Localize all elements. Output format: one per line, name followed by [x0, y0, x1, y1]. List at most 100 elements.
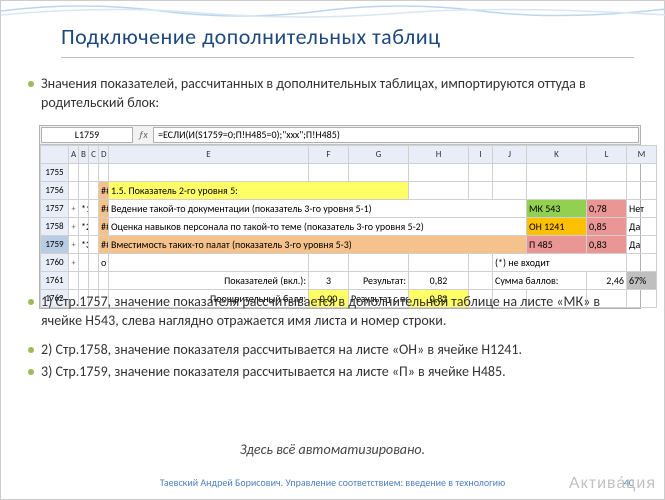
- cell: [409, 182, 469, 200]
- cell: ##: [99, 218, 109, 236]
- row-header[interactable]: 1758: [41, 218, 69, 236]
- cell: [587, 182, 627, 200]
- cell: Ведение такой-то документации (показател…: [109, 200, 527, 218]
- outline-toggle: [69, 164, 79, 182]
- col-header[interactable]: I: [469, 146, 493, 164]
- cell: [469, 182, 493, 200]
- cell: 0,78: [587, 200, 627, 218]
- col-header[interactable]: [41, 146, 69, 164]
- outline-toggle[interactable]: +: [69, 200, 79, 218]
- cell: П 485: [527, 236, 587, 254]
- cell: [89, 200, 99, 218]
- cell: [89, 254, 99, 272]
- cell: 2,46: [587, 272, 627, 290]
- cell: 3: [309, 272, 349, 290]
- cell: [349, 164, 409, 182]
- outline-toggle: [69, 182, 79, 200]
- slide-title: Подключение дополнительных таблиц: [61, 23, 441, 50]
- cell: Показателей (вкл.):: [109, 272, 309, 290]
- cell: МК 543: [527, 200, 587, 218]
- cell: [469, 254, 493, 272]
- italic-note: Здесь всё автоматизировано.: [1, 441, 664, 458]
- col-header[interactable]: C: [89, 146, 99, 164]
- cell: [89, 164, 99, 182]
- outline-toggle: [69, 272, 79, 290]
- cell: Сумма баллов:: [493, 272, 587, 290]
- cell: Да: [627, 236, 657, 254]
- col-header[interactable]: F: [309, 146, 349, 164]
- row-header[interactable]: 1755: [41, 164, 69, 182]
- cell: Результат:: [349, 272, 409, 290]
- row-header[interactable]: 1761: [41, 272, 69, 290]
- cell: Да: [627, 218, 657, 236]
- cell: ##: [99, 236, 109, 254]
- cell: [89, 182, 99, 200]
- cell: [349, 254, 409, 272]
- cell: [493, 164, 527, 182]
- cell: [469, 164, 493, 182]
- col-header[interactable]: B: [79, 146, 89, 164]
- col-header[interactable]: A: [69, 146, 79, 164]
- row-header[interactable]: 1757: [41, 200, 69, 218]
- row-header[interactable]: 1760: [41, 254, 69, 272]
- cell: o o: [99, 254, 109, 272]
- formula-input[interactable]: =ЕСЛИ(И(S1759=0;П!H485=0);"xxx";П!H485): [153, 127, 639, 143]
- outline-toggle[interactable]: +: [69, 236, 79, 254]
- col-header[interactable]: H: [409, 146, 469, 164]
- outline-toggle[interactable]: +: [69, 254, 79, 272]
- fx-icon[interactable]: ƒx: [134, 126, 152, 144]
- bullet-dot-icon: [28, 81, 34, 87]
- col-header[interactable]: D: [99, 146, 109, 164]
- cell: [309, 254, 349, 272]
- activation-watermark: Актива́ция: [569, 475, 656, 493]
- bullet-2-text: 2) Стр.1758, значение показателя рассчит…: [41, 341, 522, 358]
- cell: 67%: [627, 272, 657, 290]
- slide: Подключение дополнительных таблиц Значен…: [0, 0, 665, 500]
- col-header[interactable]: G: [349, 146, 409, 164]
- cell: [99, 272, 109, 290]
- cell: ОН 1241: [527, 218, 587, 236]
- outline-toggle[interactable]: +: [69, 218, 79, 236]
- cell: [627, 164, 657, 182]
- cell: Оценка навыков персонала по такой-то тем…: [109, 218, 527, 236]
- bullet-2: 2) Стр.1758, значение показателя рассчит…: [41, 341, 634, 360]
- cell: [79, 272, 89, 290]
- name-box[interactable]: L1759: [41, 127, 133, 143]
- cell: (*) не входит: [493, 254, 627, 272]
- cell: [89, 272, 99, 290]
- bullet-intro-text: Значения показателей, рассчитанных в доп…: [41, 75, 586, 111]
- col-header[interactable]: M: [627, 146, 657, 164]
- cell: 0,82: [409, 272, 469, 290]
- bullet-dot-icon: [28, 369, 34, 375]
- row-header[interactable]: 1759: [41, 236, 69, 254]
- cell: [79, 164, 89, 182]
- cell: 0,85: [587, 218, 627, 236]
- cell: Вместимость таких-то палат (показатель 3…: [109, 236, 527, 254]
- bullet-dot-icon: [28, 347, 34, 353]
- title-underline: [61, 57, 634, 58]
- cell: [493, 182, 527, 200]
- cell: [527, 182, 587, 200]
- cell: [109, 254, 309, 272]
- cell: *3: [79, 236, 89, 254]
- cell: [89, 218, 99, 236]
- cell: [79, 182, 89, 200]
- cell: ##: [99, 200, 109, 218]
- cell: [409, 164, 469, 182]
- spreadsheet: L1759 ƒx =ЕСЛИ(И(S1759=0;П!H485=0);"xxx"…: [39, 125, 641, 309]
- cell: ##: [99, 182, 109, 200]
- col-header[interactable]: E: [109, 146, 309, 164]
- col-header[interactable]: L: [587, 146, 627, 164]
- col-header[interactable]: J: [493, 146, 527, 164]
- grid: ABCDEFGHIJKLM17551756##1.5. Показатель 2…: [40, 145, 657, 308]
- row-header[interactable]: 1756: [41, 182, 69, 200]
- bullet-intro: Значения показателей, рассчитанных в доп…: [41, 75, 634, 113]
- col-header[interactable]: K: [527, 146, 587, 164]
- cell: [309, 164, 349, 182]
- cell: [79, 254, 89, 272]
- bullet-3-text: 3) Стр.1759, значение показателя рассчит…: [41, 363, 506, 380]
- cell: Нет: [627, 200, 657, 218]
- decoration-swirl: [1, 1, 665, 21]
- bullet-3: 3) Стр.1759, значение показателя рассчит…: [41, 363, 634, 382]
- cell: *2: [79, 218, 89, 236]
